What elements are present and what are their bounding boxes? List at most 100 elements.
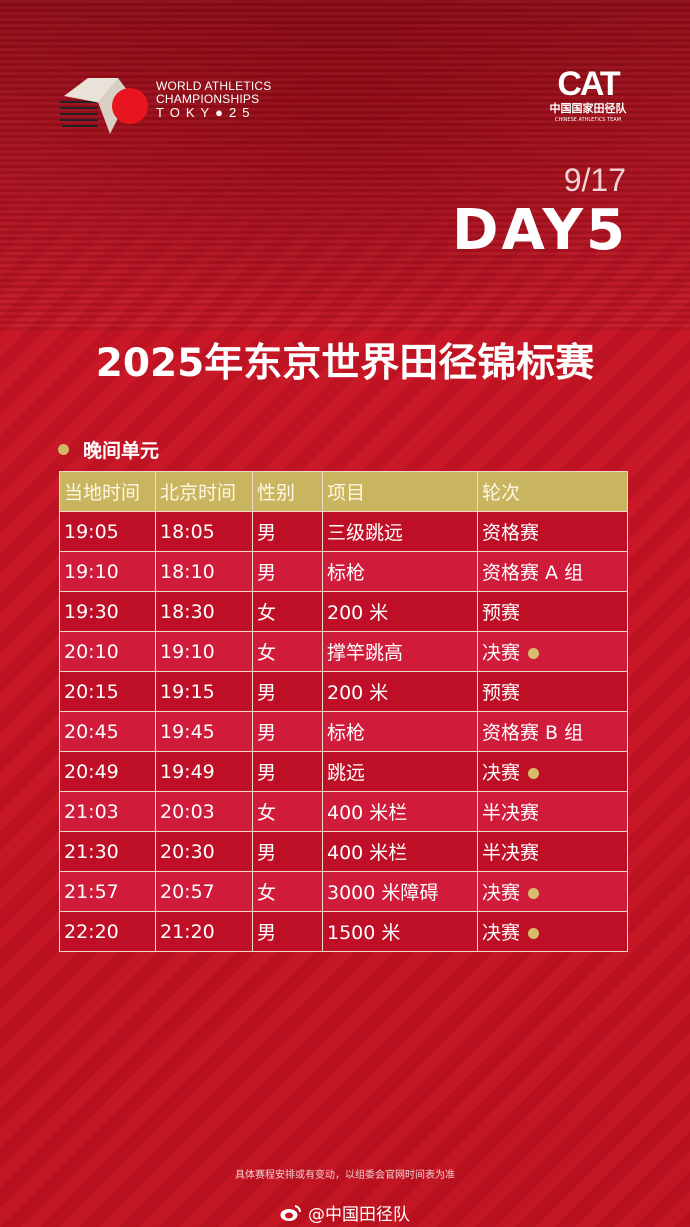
round: 决赛 [482, 882, 521, 904]
round-cell: 预赛 [477, 591, 628, 632]
beijing-time-cell: 20:03 [155, 791, 253, 832]
local-time: 21:57 [64, 880, 119, 903]
beijing-time-cell: 18:05 [155, 511, 253, 552]
final-medal-dot-icon [528, 928, 540, 939]
weibo-icon [280, 1204, 302, 1221]
round: 资格赛 [482, 522, 540, 544]
weibo-handle: @中国田径队 [0, 1200, 690, 1225]
event-cell: 400 米栏 [322, 791, 478, 832]
column-header: 北京时间 [155, 471, 253, 512]
round: 资格赛 B 组 [482, 722, 584, 744]
round-cell: 半决赛 [477, 791, 628, 832]
gender: 男 [257, 762, 277, 784]
local-time-cell: 21:30 [59, 831, 156, 872]
world-athletics-logo [60, 78, 148, 134]
event: 400 米栏 [327, 842, 408, 864]
local-time: 19:05 [64, 520, 119, 543]
cat-team-logo: CAT 中国国家田径队 CHINESE ATHLETICS TEAM [538, 66, 638, 124]
round: 半决赛 [482, 802, 540, 824]
round: 预赛 [482, 682, 521, 704]
round-cell: 资格赛 [477, 511, 628, 552]
column-header: 性别 [252, 471, 323, 512]
beijing-time-cell: 20:30 [155, 831, 253, 872]
table-row: 21:30 20:30 男 400 米栏 半决赛 [59, 831, 628, 872]
beijing-time: 18:05 [160, 520, 215, 543]
round-cell: 资格赛 B 组 [477, 711, 628, 752]
beijing-time-cell: 21:20 [155, 911, 253, 952]
event-logo-text: WORLD ATHLETICS CHAMPIONSHIPS TOKY●25 [156, 79, 272, 120]
page-title: 2025年东京世界田径锦标赛 [95, 341, 595, 386]
round-cell: 资格赛 A 组 [477, 551, 628, 592]
gender: 男 [257, 522, 277, 544]
beijing-time: 20:57 [160, 880, 215, 903]
event-cell: 200 米 [322, 591, 478, 632]
beijing-time: 19:45 [160, 720, 215, 743]
local-time: 19:10 [64, 560, 119, 583]
gender-cell: 女 [252, 791, 323, 832]
local-time-cell: 21:03 [59, 791, 156, 832]
team-name-cn: 中国国家田径队 [549, 102, 627, 115]
local-time-cell: 22:20 [59, 911, 156, 952]
gender-cell: 男 [252, 711, 323, 752]
beijing-time-cell: 19:15 [155, 671, 253, 712]
local-time: 20:49 [64, 760, 119, 783]
beijing-time-cell: 20:57 [155, 871, 253, 912]
table-row: 19:30 18:30 女 200 米 预赛 [59, 591, 628, 632]
event-cell: 200 米 [322, 671, 478, 712]
local-time-cell: 19:10 [59, 551, 156, 592]
local-time: 21:03 [64, 800, 119, 823]
local-time-cell: 20:49 [59, 751, 156, 792]
table-row: 20:10 19:10 女 撑竿跳高 决赛 [59, 631, 628, 672]
round-cell: 决赛 [477, 751, 628, 792]
local-time: 19:30 [64, 600, 119, 623]
table-row: 19:05 18:05 男 三级跳远 资格赛 [59, 511, 628, 552]
final-medal-dot-icon [528, 888, 540, 899]
table-row: 19:10 18:10 男 标枪 资格赛 A 组 [59, 551, 628, 592]
local-time-cell: 19:05 [59, 511, 156, 552]
gender: 女 [257, 802, 277, 824]
session-label: 晚间单元 [83, 440, 160, 462]
beijing-time-cell: 19:49 [155, 751, 253, 792]
beijing-time-cell: 18:10 [155, 551, 253, 592]
beijing-time: 19:49 [160, 760, 215, 783]
event: 跳远 [327, 762, 366, 784]
round: 决赛 [482, 762, 521, 784]
beijing-time-cell: 18:30 [155, 591, 253, 632]
event-cell: 标枪 [322, 711, 478, 752]
table-row: 20:15 19:15 男 200 米 预赛 [59, 671, 628, 712]
gender-cell: 男 [252, 671, 323, 712]
beijing-time-cell: 19:10 [155, 631, 253, 672]
column-header: 轮次 [477, 471, 628, 512]
beijing-time: 20:30 [160, 840, 215, 863]
column-header: 项目 [322, 471, 478, 512]
gender: 女 [257, 602, 277, 624]
local-time-cell: 20:10 [59, 631, 156, 672]
local-time-cell: 21:57 [59, 871, 156, 912]
weibo-name: @中国田径队 [308, 1205, 410, 1225]
round-cell: 决赛 [477, 631, 628, 672]
table-row: 21:57 20:57 女 3000 米障碍 决赛 [59, 871, 628, 912]
round: 决赛 [482, 642, 521, 664]
gender: 女 [257, 882, 277, 904]
table-row: 21:03 20:03 女 400 米栏 半决赛 [59, 791, 628, 832]
event-cell: 3000 米障碍 [322, 871, 478, 912]
beijing-time-cell: 19:45 [155, 711, 253, 752]
event-cell: 三级跳远 [322, 511, 478, 552]
event: 标枪 [327, 722, 366, 744]
local-time-cell: 19:30 [59, 591, 156, 632]
local-time-cell: 20:45 [59, 711, 156, 752]
event-cell: 标枪 [322, 551, 478, 592]
round-cell: 预赛 [477, 671, 628, 712]
team-name-en: CHINESE ATHLETICS TEAM [554, 117, 622, 123]
event: 三级跳远 [327, 522, 404, 544]
logo-line: TOKY●25 [156, 105, 256, 120]
gender: 男 [257, 842, 277, 864]
logo-line: CHAMPIONSHIPS [156, 92, 260, 106]
date: 9/17 [563, 162, 626, 198]
stadium-background [0, 0, 690, 330]
logo-line: WORLD ATHLETICS [156, 79, 272, 93]
local-time: 20:45 [64, 720, 119, 743]
event: 200 米 [327, 682, 389, 704]
gender: 男 [257, 722, 277, 744]
table-header: 当地时间 北京时间 性别 项目 轮次 [59, 471, 628, 512]
